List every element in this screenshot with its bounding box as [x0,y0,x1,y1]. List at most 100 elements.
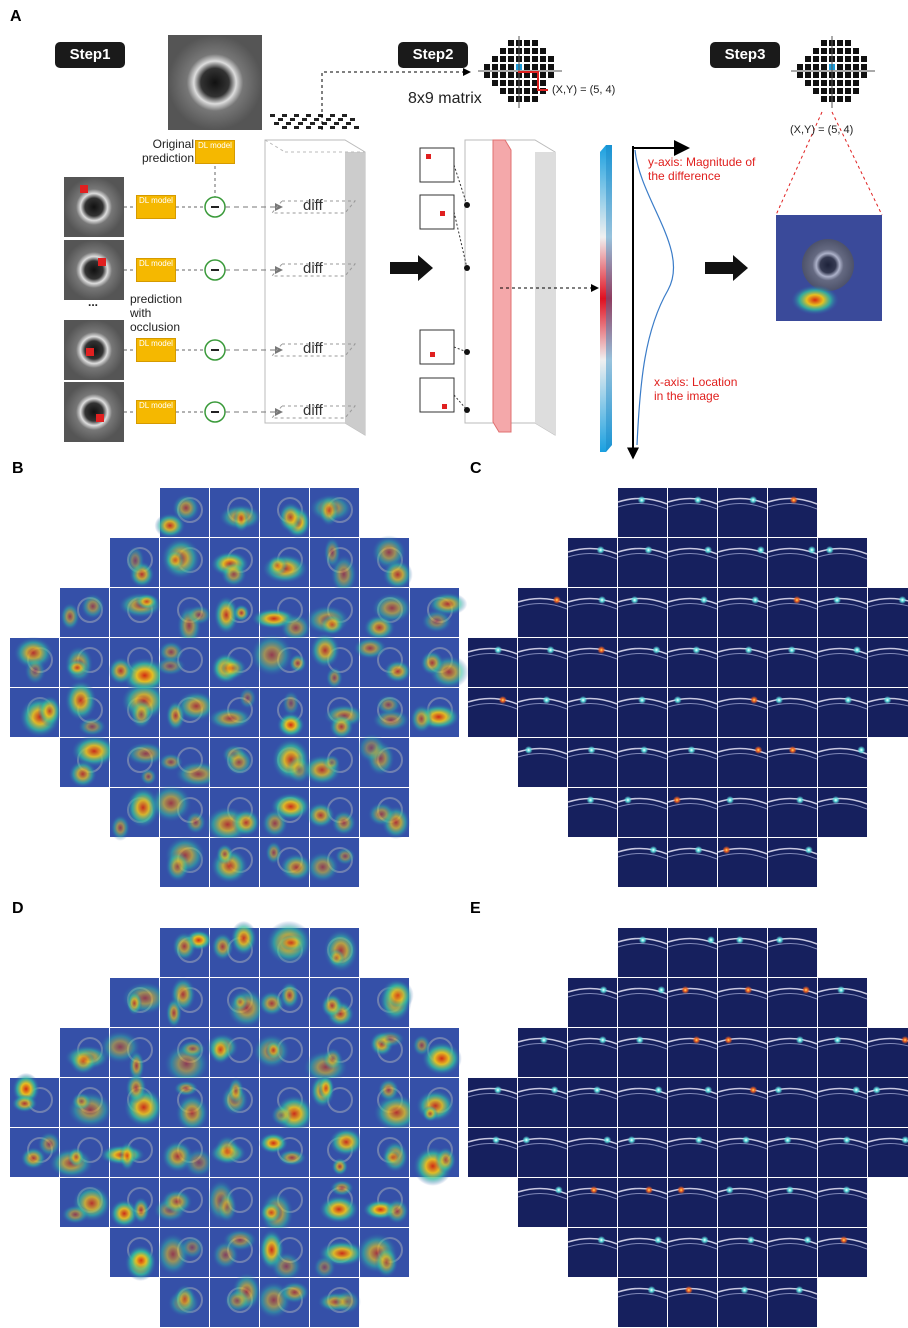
tile-dot [704,546,712,554]
tile-heat [385,1198,409,1223]
tile-heat [330,1180,354,1197]
result-disc [802,239,854,291]
matrix-cell [524,80,530,86]
tile [568,688,617,737]
tile-heat [321,993,344,1018]
matrix-cell [837,88,843,94]
tile [668,788,717,837]
tile [768,1028,817,1077]
tile [768,928,817,977]
tile [718,788,767,837]
tile-heat [68,760,97,788]
diff-label: diff [303,402,323,419]
matrix-cell [821,40,827,46]
tile-dot [636,1036,644,1044]
tile-dot [837,986,845,994]
tile [668,1228,717,1277]
tile [768,1178,817,1227]
tile-dot [555,1186,563,1194]
tile [618,738,667,787]
tile [518,638,567,687]
node [464,407,470,413]
tile-dot [494,646,502,654]
tile-heat [172,494,200,522]
checker-cell [330,114,335,117]
tile [668,738,717,787]
dl-model: DL model [136,258,176,282]
matrix-cell [821,64,827,70]
tile [768,788,817,837]
tile [568,1128,617,1177]
tile-heat [357,733,386,763]
tile-dot [744,986,752,994]
tile-dot [840,1236,848,1244]
tile-dot [588,746,596,754]
patch-dot [430,352,435,357]
tile [568,1178,617,1227]
checker-cell [342,114,347,117]
patch [420,378,454,412]
tile [668,488,717,537]
tile [668,1078,717,1127]
tile-heat [166,998,182,1029]
patch-dot [440,211,445,216]
patch [420,330,454,364]
tile-dot [598,596,606,604]
tile [618,488,667,537]
tile-dot [852,1086,860,1094]
matrix-cell [540,64,546,70]
matrix-cell [805,56,811,62]
dl-model: DL model [136,338,176,362]
tile-dot [492,1136,500,1144]
matrix-cell [548,72,554,78]
tile-dot [724,1036,732,1044]
matrix-cell [813,72,819,78]
matrix-cell [508,88,514,94]
tile [618,788,667,837]
tile-heat [174,1080,199,1096]
matrix-cell [548,64,554,70]
tile-heat [60,603,80,631]
tile-dot [775,1086,783,1094]
tile-heat [20,1147,46,1170]
tile-heat [279,1281,310,1303]
tile-heat [150,784,192,822]
matrix-cell [524,64,530,70]
checker-cell [282,126,287,129]
tile-dot [587,796,595,804]
tile [618,1278,667,1327]
tile [618,838,667,887]
checkerboard [270,114,359,129]
matrix-cell [532,64,538,70]
tile [668,928,717,977]
tile-dot [694,496,702,504]
tile-dot [786,1186,794,1194]
matrix-cell [508,56,514,62]
tile-dot [681,986,689,994]
tile [768,538,817,587]
patch [420,195,454,229]
tile-dot [648,1286,656,1294]
matrix-cell [500,72,506,78]
tile-heat [24,657,46,685]
tile-heat [410,704,433,733]
tile [818,1028,867,1077]
tile [568,638,617,687]
tile [718,1228,767,1277]
checker-cell [286,122,291,125]
tile [618,978,667,1027]
tile-dot [701,1236,709,1244]
tile [518,1028,567,1077]
patch-dot [442,404,447,409]
matrix-cell [861,56,867,62]
tile-dot [649,846,657,854]
tile-heat [175,1094,209,1132]
tile-heat [420,650,444,675]
tile [668,1278,717,1327]
tile-heat [277,934,307,953]
tile-dot [695,1136,703,1144]
tile [668,688,717,737]
matrix-cell [532,48,538,54]
tile-heat [180,1236,204,1259]
matrix-cell [837,64,843,70]
